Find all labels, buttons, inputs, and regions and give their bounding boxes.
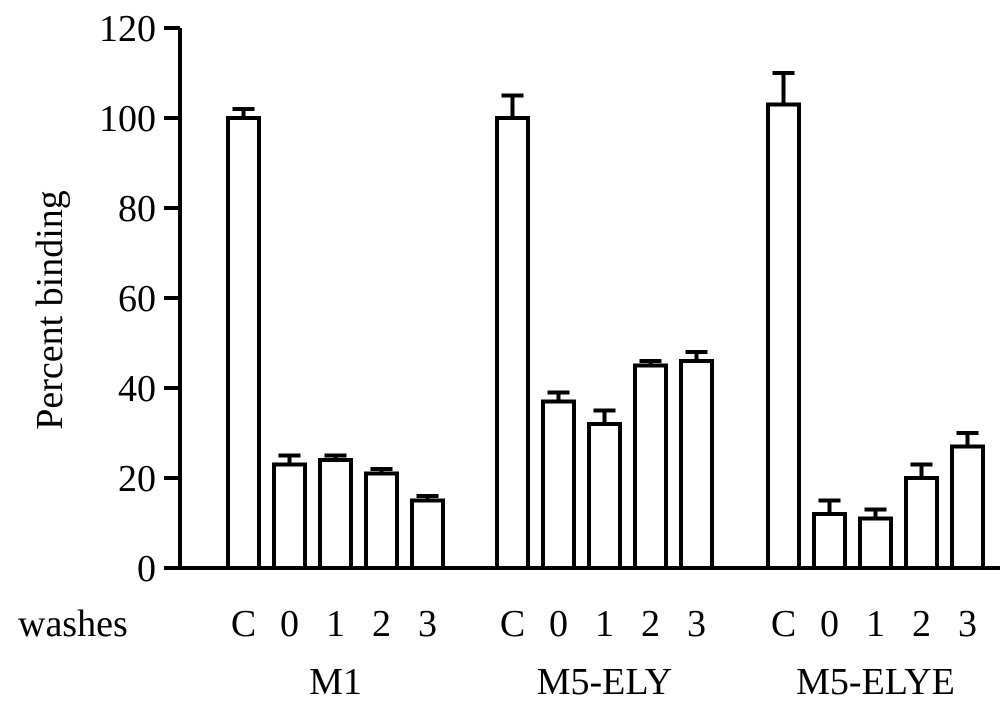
y-tick-label: 20 — [118, 458, 156, 500]
bar — [858, 516, 893, 570]
group-label: M1 — [309, 661, 362, 703]
y-tick-label: 40 — [118, 368, 156, 410]
bar — [904, 476, 939, 570]
bar — [495, 116, 530, 570]
bar — [226, 116, 261, 570]
bars — [226, 71, 985, 570]
y-tick-label: 60 — [118, 278, 156, 320]
bar — [812, 512, 847, 570]
bar — [364, 471, 399, 570]
y-ticks: 0 20 40 60 80 100 120 — [99, 8, 180, 590]
category-label: 3 — [958, 603, 977, 645]
bar — [587, 422, 622, 570]
category-label: 2 — [372, 603, 391, 645]
y-tick-label: 120 — [99, 8, 156, 50]
bar — [633, 363, 668, 570]
group-label: M5-ELYE — [796, 661, 955, 703]
bar — [950, 444, 985, 570]
category-label: 3 — [418, 603, 437, 645]
category-label: 0 — [820, 603, 839, 645]
bar — [541, 399, 576, 570]
category-label: C — [500, 603, 525, 645]
y-tick-label: 0 — [137, 548, 156, 590]
bar — [318, 458, 353, 570]
bar — [272, 462, 307, 570]
bar — [679, 359, 714, 570]
y-tick-label: 80 — [118, 188, 156, 230]
y-tick-label: 100 — [99, 98, 156, 140]
category-label: 2 — [641, 603, 660, 645]
category-label: C — [231, 603, 256, 645]
category-label: 1 — [866, 603, 885, 645]
bar — [766, 102, 801, 570]
category-label: 0 — [280, 603, 299, 645]
category-label: 1 — [595, 603, 614, 645]
washes-label: washes — [18, 603, 128, 645]
group-label: M5-ELY — [537, 661, 673, 703]
category-label: 3 — [687, 603, 706, 645]
category-label: 2 — [912, 603, 931, 645]
bar — [410, 498, 445, 570]
category-label: 1 — [326, 603, 345, 645]
y-axis-title: Percent binding — [29, 190, 71, 430]
category-label: 0 — [549, 603, 568, 645]
category-label: C — [771, 603, 796, 645]
